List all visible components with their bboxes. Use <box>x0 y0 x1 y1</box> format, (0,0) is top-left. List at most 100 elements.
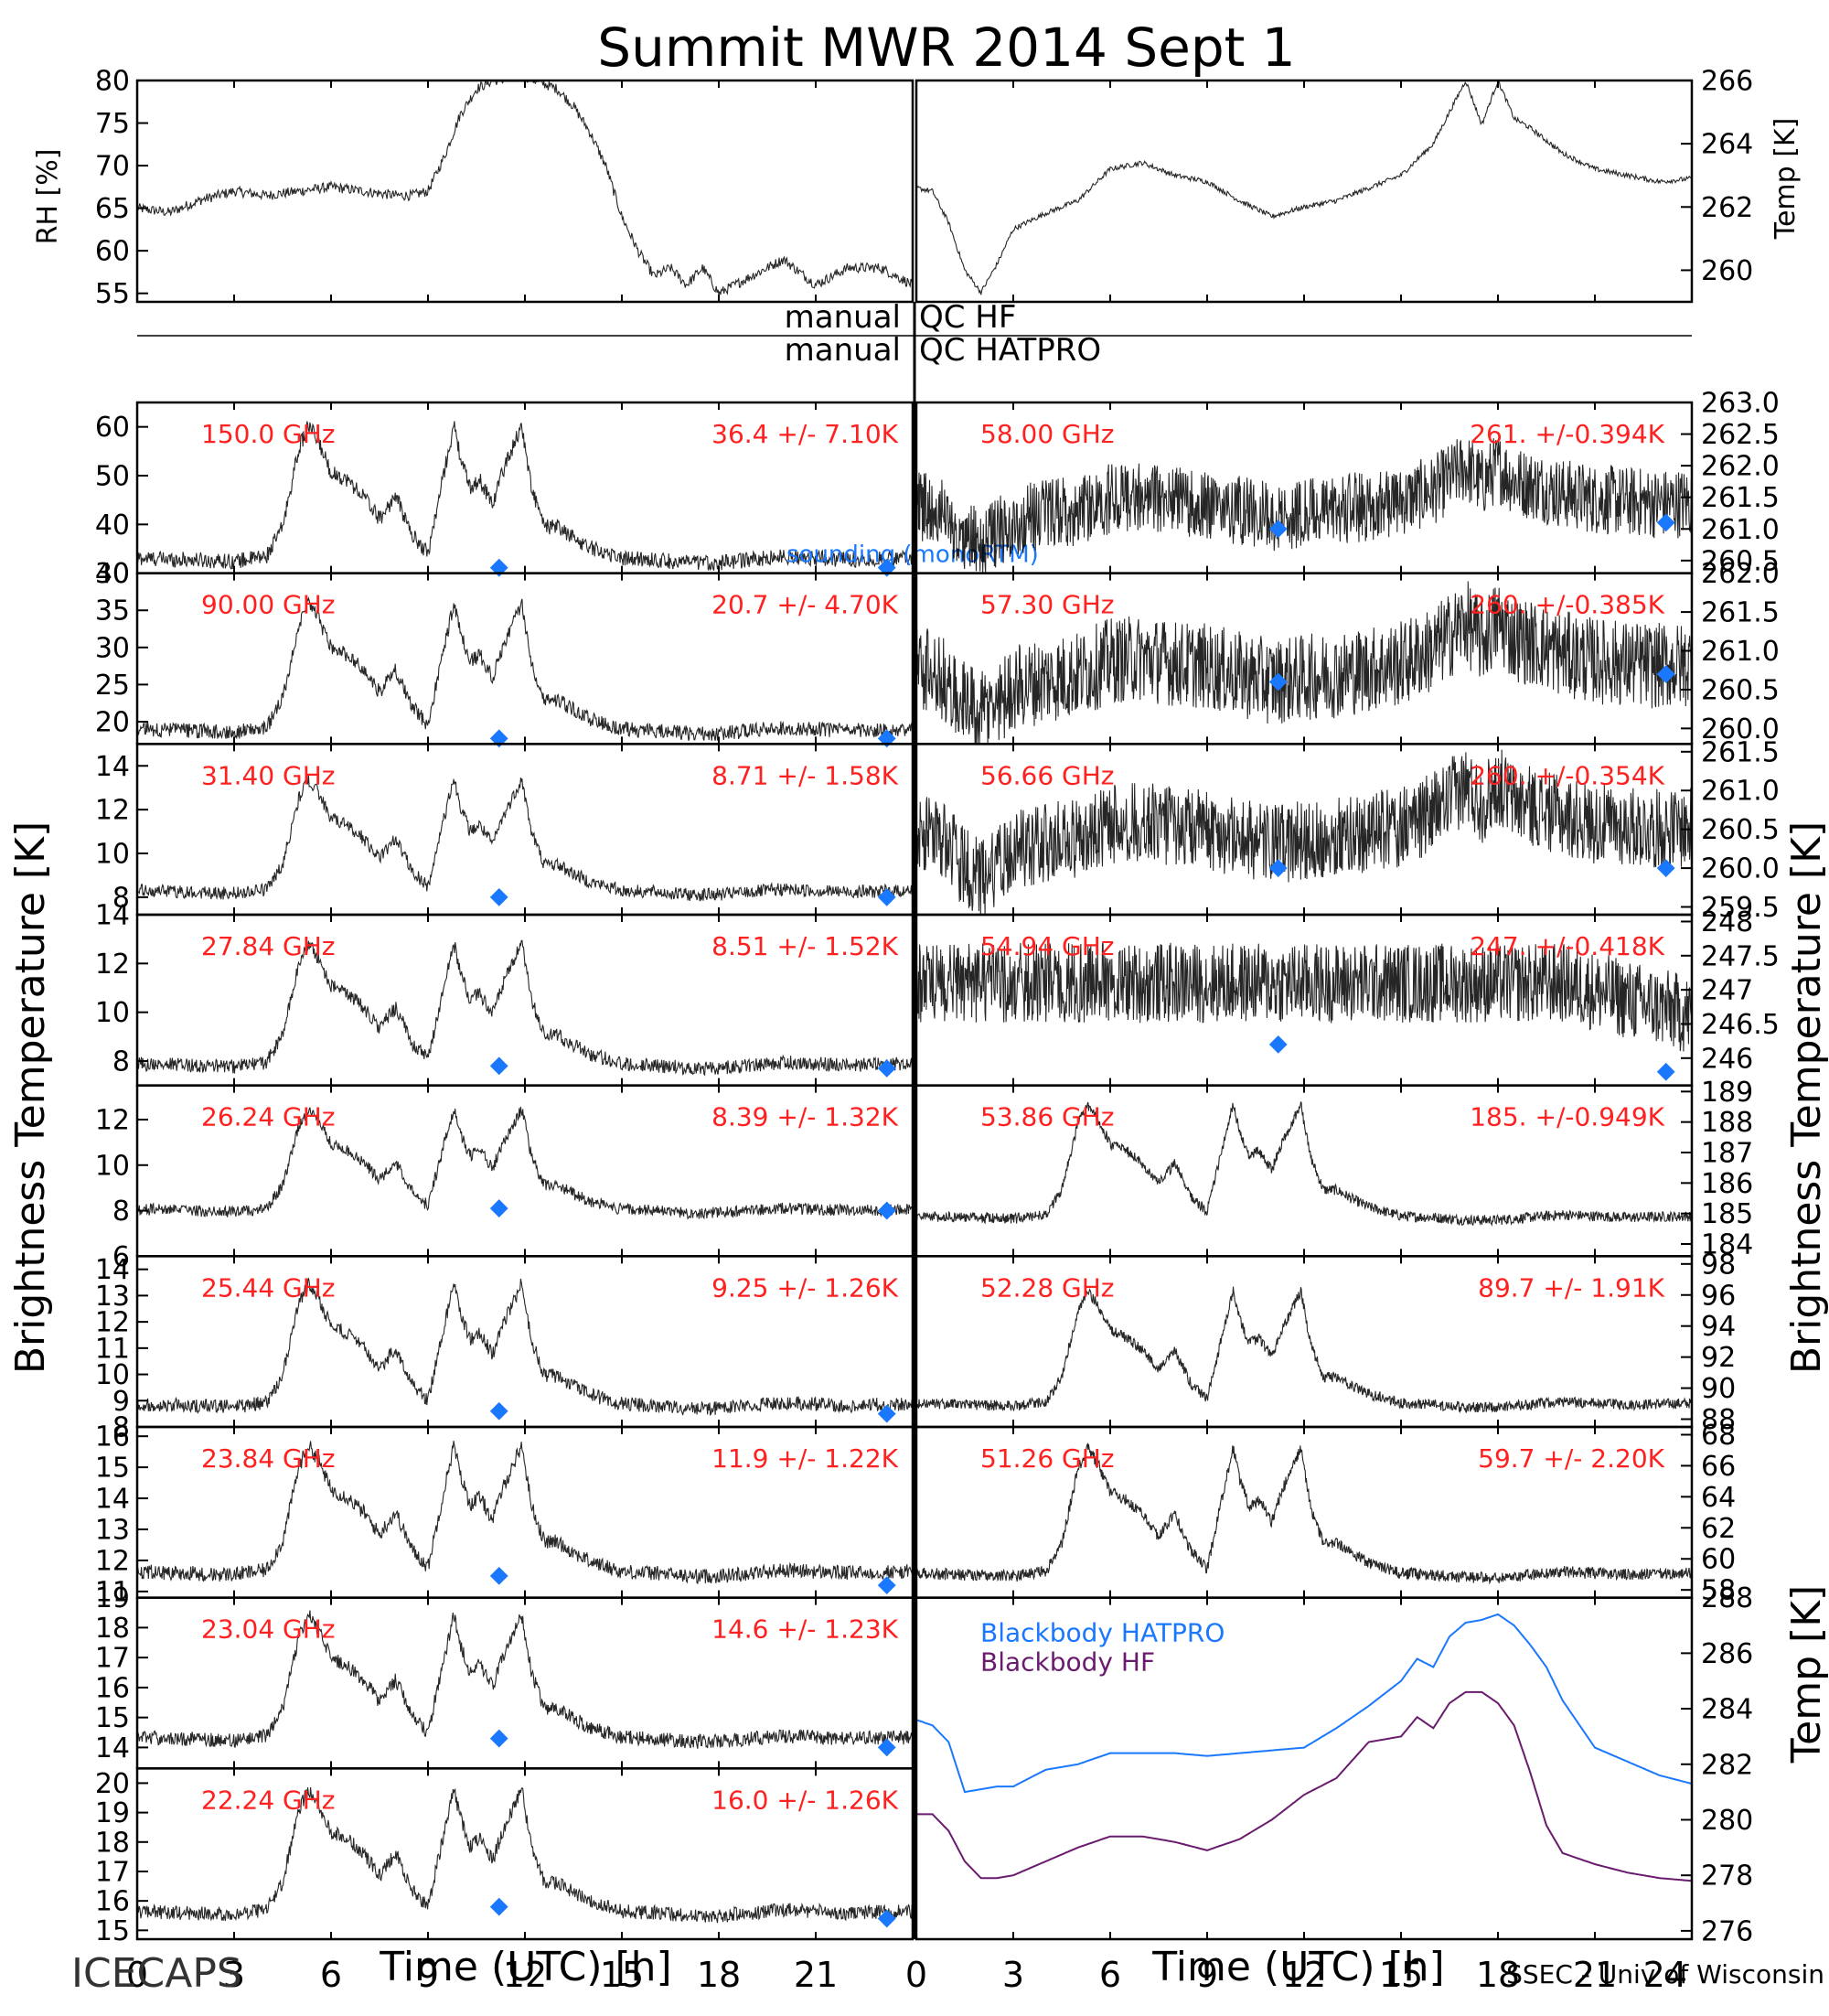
y-tick-label: 16 <box>95 1886 130 1918</box>
tb-trace <box>915 581 1693 744</box>
sounding-point <box>877 1201 896 1220</box>
y-tick-label: 6 <box>112 1241 130 1273</box>
y-tick-label: 10 <box>95 997 130 1029</box>
channel-stat: 260. +/-0.385K <box>1470 590 1664 620</box>
y-tick-label: 88 <box>1701 1404 1736 1436</box>
sounding-point <box>489 1199 508 1217</box>
y-tick-label: 65 <box>95 193 130 225</box>
tb-trace <box>915 1286 1693 1414</box>
channel-stat: 11.9 +/- 1.22K <box>711 1443 898 1474</box>
y-tick-label: 50 <box>95 461 130 493</box>
y-tick-label: 30 <box>95 632 130 664</box>
y-tick-label: 246 <box>1701 1043 1753 1075</box>
y-tick-label: 58 <box>1701 1575 1736 1607</box>
x-tick-label: 18 <box>1476 1955 1520 1995</box>
y-tick-label: 185 <box>1701 1198 1753 1230</box>
channel-stat: 8.51 +/- 1.52K <box>711 931 898 961</box>
y-tick-label: 60 <box>1701 1544 1736 1576</box>
x-tick-label: 15 <box>600 1955 644 1995</box>
credit-label: SSEC - Univ of Wisconsin <box>1506 1959 1824 1989</box>
y-tick-label: 262.5 <box>1701 419 1780 451</box>
bt-axis-label-right: Brightness Temperature [K] <box>1783 821 1829 1374</box>
channel-frequency: 22.24 GHz <box>201 1785 336 1815</box>
tb-trace <box>136 1107 914 1220</box>
sounding-point <box>1656 665 1675 683</box>
y-tick-label: 40 <box>95 509 130 542</box>
channel-stat: 260. +/-0.354K <box>1470 760 1664 790</box>
y-tick-label: 15 <box>95 1915 130 1947</box>
y-tick-label: 14 <box>95 1254 130 1286</box>
y-tick-label: 282 <box>1701 1749 1753 1781</box>
sounding-point <box>489 1401 508 1421</box>
tb-trace <box>915 749 1693 915</box>
channel-stat: 9.25 +/- 1.26K <box>711 1272 898 1303</box>
y-tick-label: 92 <box>1701 1342 1736 1374</box>
y-tick-label: 68 <box>1701 1420 1736 1452</box>
tb-trace <box>915 438 1693 573</box>
y-tick-label: 10 <box>95 1150 130 1182</box>
y-tick-label: 262.0 <box>1701 451 1780 483</box>
channel-frequency: 25.44 GHz <box>201 1272 336 1303</box>
y-tick-label: 64 <box>1701 1482 1736 1514</box>
sounding-point <box>877 1059 896 1078</box>
tb-trace <box>137 1610 914 1749</box>
y-tick-label: 276 <box>1701 1915 1753 1947</box>
y-tick-label: 260 <box>1701 255 1753 287</box>
y-tick-label: 278 <box>1701 1861 1753 1893</box>
project-label: ICECAPS <box>71 1950 242 1997</box>
sounding-point <box>1656 1062 1675 1081</box>
y-tick-label: 187 <box>1701 1138 1753 1170</box>
y-tick-label: 247 <box>1701 975 1753 1007</box>
y-tick-label: 70 <box>95 151 130 183</box>
tb-panel-left: 20 25 30 35 40 90.00 GHz 20.7 +/- 4.70K <box>95 558 914 748</box>
y-tick-label: 19 <box>95 1582 130 1614</box>
y-tick-label: 30 <box>95 558 130 590</box>
y-tick-label: 17 <box>95 1643 130 1675</box>
y-tick-label: 246.5 <box>1701 1009 1780 1041</box>
tb-trace <box>136 774 914 902</box>
y-tick-label: 10 <box>95 838 130 870</box>
y-tick-label: 260.5 <box>1701 674 1780 706</box>
tb-trace <box>136 596 914 741</box>
tb-panel-left: 8 10 12 14 27.84 GHz 8.51 +/- 1.52K <box>95 900 914 1087</box>
tb-trace <box>915 942 1693 1052</box>
x-tick-label: 21 <box>794 1955 838 1995</box>
x-tick-label: 12 <box>503 1955 547 1995</box>
channel-stat: 8.39 +/- 1.32K <box>711 1102 898 1132</box>
qc-label-hatpro: QC HATPRO <box>919 332 1101 369</box>
channel-stat: 185. +/-0.949K <box>1470 1102 1664 1132</box>
y-tick-label: 20 <box>95 706 130 738</box>
sounding-point <box>877 1576 896 1594</box>
x-tick-label: 3 <box>1002 1955 1024 1995</box>
channel-stat: 8.71 +/- 1.58K <box>711 760 898 790</box>
y-tick-label: 286 <box>1701 1638 1753 1670</box>
y-tick-label: 188 <box>1701 1107 1753 1139</box>
x-tick-label: 24 <box>1643 1955 1687 1995</box>
channel-stat: 16.0 +/- 1.26K <box>711 1785 898 1815</box>
blackbody-series-line <box>916 1690 1693 1882</box>
x-tick-label: 9 <box>1196 1955 1218 1995</box>
x-tick-label: 0 <box>905 1955 927 1995</box>
y-tick-label: 62 <box>1701 1513 1736 1545</box>
y-tick-label: 12 <box>95 795 130 827</box>
rh-panel: 55 60 65 70 75 80 <box>95 66 914 310</box>
bt-axis-label-left: Brightness Temperature [K] <box>7 821 54 1374</box>
y-tick-label: 12 <box>95 949 130 981</box>
y-tick-label: 260.0 <box>1701 713 1780 745</box>
channel-frequency: 150.0 GHz <box>201 419 336 449</box>
y-tick-label: 260.0 <box>1701 853 1780 885</box>
y-tick-label: 184 <box>1701 1229 1753 1261</box>
tb-trace <box>915 1442 1693 1585</box>
x-tick-label: 3 <box>223 1955 245 1995</box>
y-tick-label: 263.0 <box>1701 388 1780 420</box>
y-tick-label: 8 <box>112 1196 130 1228</box>
figure-title: Summit MWR 2014 Sept 1 <box>597 16 1295 79</box>
y-tick-label: 18 <box>95 1613 130 1645</box>
tb-trace <box>915 1101 1693 1228</box>
